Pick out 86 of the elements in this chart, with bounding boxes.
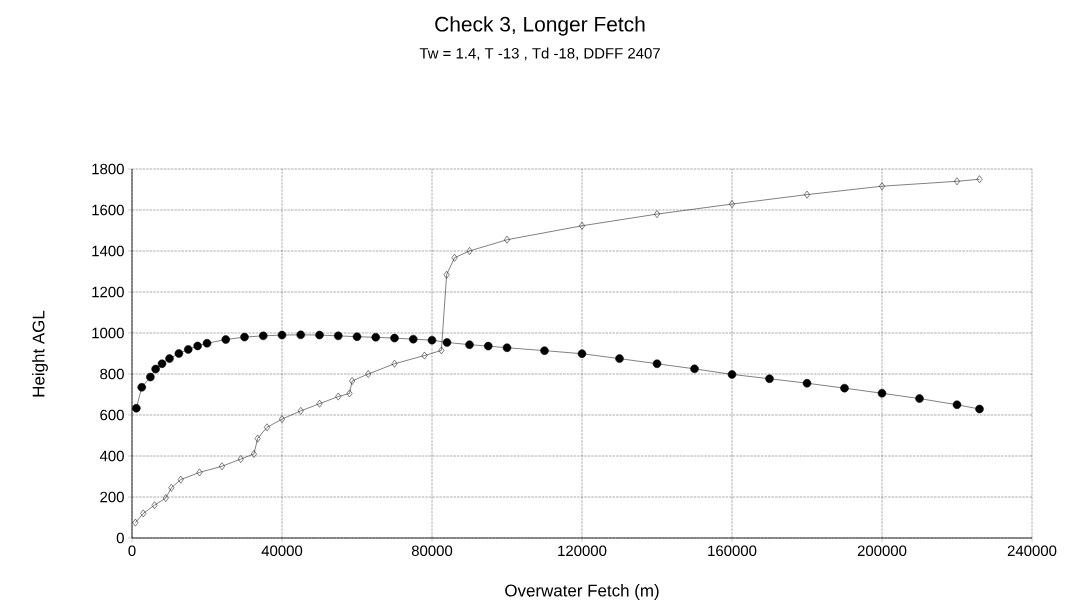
point (409, 334, 418, 344)
y-tick-label: 1400 (92, 245, 124, 257)
point (316, 399, 323, 408)
point (254, 434, 261, 443)
point (315, 330, 324, 340)
point (259, 331, 268, 341)
point (151, 364, 160, 374)
y-tick-label: 1000 (92, 327, 124, 339)
point (277, 330, 287, 340)
point (952, 400, 962, 409)
point (652, 359, 662, 368)
point (140, 509, 147, 518)
x-tick-label: 160000 (708, 545, 757, 557)
point (174, 349, 184, 358)
x-tick-label: 0 (128, 545, 136, 557)
point (177, 475, 184, 484)
y-tick-label: 1800 (92, 163, 124, 175)
chart-subtitle: Tw = 1.4, T -13 , Td -18, DDFF 2407 (419, 47, 660, 61)
x-tick-label: 80000 (411, 545, 453, 557)
point (442, 338, 452, 347)
point (297, 407, 304, 415)
point (502, 343, 512, 353)
point (765, 374, 774, 383)
point (349, 377, 356, 385)
point (335, 392, 342, 401)
point (202, 339, 212, 348)
point (465, 340, 474, 349)
point (157, 359, 167, 368)
point (132, 518, 139, 527)
x-tick-label: 120000 (558, 545, 607, 557)
y-tick-label: 600 (100, 409, 124, 421)
point (484, 341, 493, 351)
point (240, 332, 249, 342)
point (438, 346, 445, 355)
point (577, 349, 587, 358)
point (975, 404, 984, 414)
point (466, 247, 473, 255)
point (540, 346, 549, 355)
point (690, 364, 699, 374)
point (976, 175, 983, 184)
point (421, 351, 428, 360)
point (279, 415, 285, 423)
point (165, 354, 174, 363)
point (250, 450, 257, 458)
point (802, 378, 812, 388)
point (729, 200, 735, 208)
point (840, 383, 849, 393)
point (727, 370, 737, 379)
x-tick-label: 40000 (261, 545, 303, 557)
point (168, 483, 175, 492)
point (443, 270, 450, 279)
point (237, 455, 244, 463)
point (346, 389, 353, 398)
point (371, 333, 380, 342)
point (196, 468, 203, 477)
y-axis-title: Height AGL (32, 310, 48, 397)
point (391, 359, 398, 368)
x-tick-label: 200000 (857, 545, 907, 557)
y-tick-label: 400 (99, 450, 124, 462)
point (137, 383, 146, 392)
point (427, 335, 437, 345)
y-tick-label: 1600 (92, 204, 124, 216)
point (146, 372, 155, 382)
y-tick-label: 200 (100, 491, 124, 503)
point (132, 403, 141, 413)
point (296, 330, 305, 340)
point (915, 394, 924, 403)
point (352, 332, 362, 341)
point (162, 494, 169, 502)
point (334, 331, 343, 341)
point (451, 253, 458, 262)
point (184, 345, 193, 354)
y-tick-label: 0 (116, 532, 124, 544)
chart-title: Check 3, Longer Fetch (435, 16, 645, 36)
y-tick-label: 1200 (92, 286, 124, 298)
x-axis-title: Overwater Fetch (m) (505, 584, 659, 600)
point (390, 333, 399, 343)
point (654, 210, 660, 218)
point (221, 335, 230, 344)
x-tick-label: 240000 (1007, 545, 1057, 557)
y-tick-label: 800 (100, 368, 124, 380)
point (615, 354, 624, 363)
point (151, 501, 158, 510)
point (193, 341, 202, 351)
point (365, 370, 372, 378)
point (877, 389, 887, 398)
